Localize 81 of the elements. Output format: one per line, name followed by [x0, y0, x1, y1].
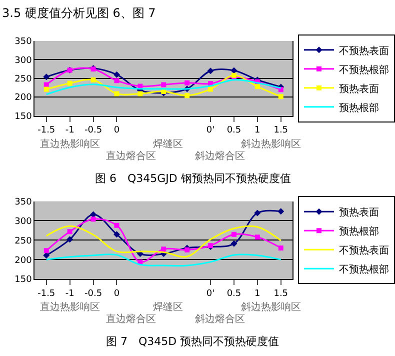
x-tick-label: 1	[254, 288, 260, 299]
y-tick-label: 300	[14, 216, 32, 227]
y-tick-label: 150	[14, 275, 32, 286]
text: 3.5 硬度值分析见图 6、图 7	[2, 6, 156, 20]
y-tick-label: 350	[14, 197, 32, 208]
legend-label: 不预热表面	[339, 44, 389, 57]
point	[90, 216, 96, 222]
x-tick-label: 0.5	[226, 126, 242, 136]
point	[161, 246, 166, 252]
point	[114, 91, 120, 96]
point	[230, 240, 238, 247]
point	[43, 252, 50, 259]
point	[184, 93, 190, 98]
point	[44, 86, 49, 92]
point	[44, 248, 49, 254]
legend-label: 预热表面	[339, 82, 379, 95]
legend-label: 预热根部	[339, 226, 379, 238]
text: 焊缝区	[153, 301, 183, 313]
point	[231, 232, 236, 237]
text: 直边熔合区	[106, 313, 156, 325]
point	[161, 82, 166, 88]
text: 直边熔合区	[106, 150, 156, 162]
point	[208, 86, 214, 92]
point	[254, 210, 261, 216]
point	[278, 94, 284, 100]
y-tick-label: 250	[14, 74, 32, 85]
legend-label: 不预热根部	[339, 64, 389, 76]
text: 图 6 Q345GJD 钢预热同不预热硬度值	[95, 172, 291, 185]
point	[254, 234, 260, 240]
point	[230, 67, 238, 74]
y-tick-label: 300	[14, 56, 32, 66]
x-tick-label: 0.5	[226, 288, 242, 299]
y-tick-label: 200	[14, 256, 32, 266]
legend-label: 不预热表面	[339, 244, 389, 257]
point	[138, 84, 143, 89]
text: 斜边熔合区	[195, 150, 245, 162]
text: 斜边热影响区	[241, 301, 301, 313]
x-tick-label: -0.5	[84, 288, 102, 299]
text: 斜边熔合区	[195, 313, 245, 325]
x-tick-label: 0'	[206, 288, 215, 299]
point	[113, 231, 120, 238]
y-tick-label: 150	[14, 112, 32, 122]
point	[67, 80, 72, 86]
y-tick-label: 350	[14, 37, 32, 48]
text: 斜边热影响区	[241, 138, 301, 150]
y-tick-label: 200	[14, 93, 32, 104]
point	[207, 68, 214, 74]
x-tick-label: 0	[114, 126, 120, 136]
point	[43, 74, 50, 80]
point	[44, 82, 49, 88]
point	[113, 71, 120, 78]
line-series	[46, 225, 282, 258]
legend-label: 不预热根部	[339, 264, 389, 276]
point	[90, 77, 96, 82]
x-tick-label: 0'	[206, 126, 215, 136]
x-tick-label: -1.5	[38, 288, 56, 299]
point	[254, 84, 260, 90]
point	[114, 222, 120, 228]
text: 直边热影响区	[40, 138, 100, 150]
point	[138, 91, 143, 96]
point	[67, 229, 72, 234]
x-tick-label: -1.5	[38, 126, 56, 136]
point	[66, 236, 74, 243]
text: 焊缝区	[153, 138, 183, 150]
x-tick-label: -1	[65, 126, 74, 136]
y-tick-label: 250	[14, 236, 32, 246]
text: 直边热影响区	[40, 301, 100, 313]
x-tick-label: 1.5	[274, 288, 288, 299]
text: 图 7 Q345D 预热同不预热硬度值	[106, 335, 280, 348]
legend-label: 预热表面	[339, 206, 379, 219]
point	[114, 78, 120, 84]
legend-label: 预热根部	[339, 102, 379, 114]
x-tick-label: -1	[65, 288, 74, 299]
point	[184, 80, 190, 86]
point	[278, 245, 284, 250]
x-tick-label: 0	[114, 288, 120, 299]
x-tick-label: -0.5	[84, 126, 102, 136]
point	[278, 208, 284, 215]
x-tick-label: 1.5	[274, 126, 288, 136]
x-tick-label: 1	[254, 126, 260, 136]
point	[184, 247, 190, 252]
